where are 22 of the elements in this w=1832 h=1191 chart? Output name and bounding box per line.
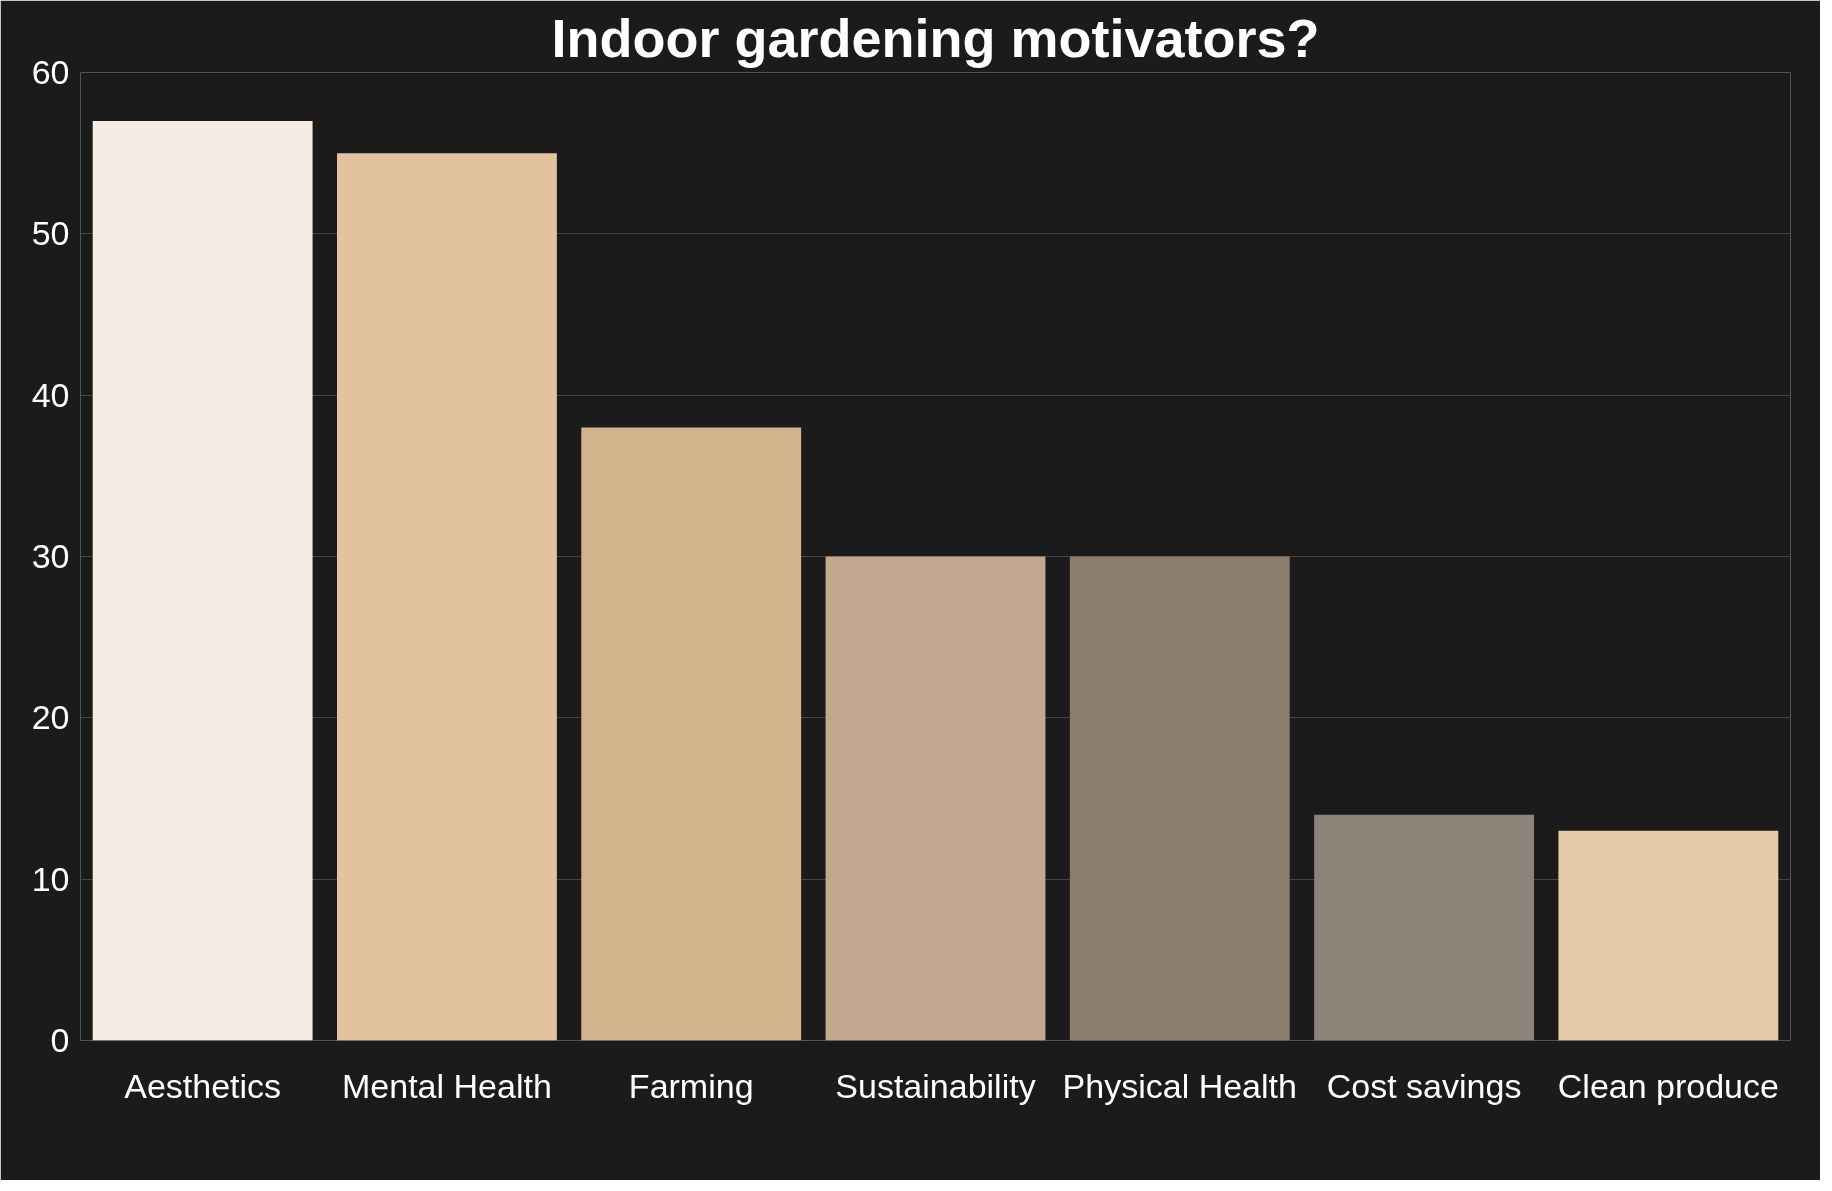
y-tick-label: 60	[31, 53, 70, 91]
chart-title: Indoor gardening motivators?	[551, 7, 1320, 68]
x-tick-label: Mental Health	[342, 1066, 552, 1105]
y-tick-label: 10	[31, 859, 70, 898]
x-tick-label: Aesthetics	[124, 1066, 282, 1105]
x-tick-label: Clean produce	[1557, 1066, 1779, 1105]
x-tick-label: Cost savings	[1326, 1066, 1522, 1105]
bar	[1069, 556, 1290, 1041]
y-tick-label: 20	[31, 698, 70, 737]
bar	[337, 153, 557, 1041]
bar	[1314, 814, 1534, 1041]
x-tick-label: Sustainability	[835, 1066, 1036, 1105]
y-tick-label: 0	[50, 1021, 70, 1059]
y-tick-label: 50	[31, 214, 70, 253]
bar	[1558, 830, 1779, 1041]
bar	[92, 120, 313, 1041]
x-tick-label: Farming	[628, 1066, 754, 1105]
y-tick-label: 30	[31, 537, 70, 575]
y-tick-label: 40	[31, 375, 70, 414]
bar	[581, 427, 802, 1041]
x-tick-label: Physical Health	[1062, 1066, 1297, 1105]
bar	[825, 556, 1046, 1041]
